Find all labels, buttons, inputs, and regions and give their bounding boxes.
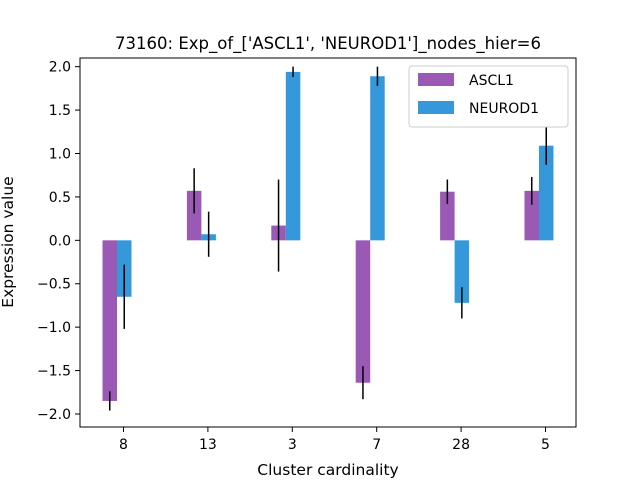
y-tick-label: −1.5 [37, 364, 71, 380]
bar-neurod1-5 [539, 145, 554, 241]
legend-label-ascl1: ASCL1 [469, 73, 514, 89]
bar-ascl1-5 [524, 190, 539, 241]
x-tick-label: 13 [199, 437, 217, 453]
y-tick-label: 1.0 [49, 147, 71, 163]
x-axis: 8 13 3 7 28 5 [119, 427, 550, 453]
x-tick-label: 8 [119, 437, 128, 453]
y-axis-label: Expression value [0, 176, 17, 307]
legend-label-neurod1: NEUROD1 [469, 101, 539, 117]
y-tick-label: 0.0 [49, 233, 71, 249]
x-tick-label: 5 [541, 437, 550, 453]
chart-title: 73160: Exp_of_['ASCL1', 'NEUROD1']_nodes… [115, 34, 541, 54]
y-tick-label: 1.5 [49, 103, 71, 119]
bar-ascl1-8 [102, 240, 117, 401]
bar-ascl1-13 [186, 190, 202, 241]
x-axis-label: Cluster cardinality [257, 461, 398, 479]
legend-swatch-ascl1 [418, 73, 454, 86]
bar-ascl1-28 [440, 191, 455, 241]
y-tick-label: −0.5 [37, 277, 71, 293]
error-bars-layer [109, 66, 547, 411]
y-tick-label: 2.0 [49, 60, 71, 76]
bar-ascl1-7 [355, 240, 371, 383]
bar-neurod1-28 [454, 240, 470, 303]
legend: ASCL1 NEUROD1 [408, 65, 569, 128]
plot-area-frame [79, 57, 577, 428]
legend-swatch-neurod1 [418, 101, 454, 114]
y-axis: −2.0 −1.5 −1.0 −0.5 0.0 0.5 1.0 1.5 2.0 [37, 60, 80, 423]
bar-neurod1-7 [370, 76, 385, 241]
x-tick-label: 28 [452, 437, 470, 453]
x-tick-label: 3 [288, 437, 297, 453]
y-tick-label: −1.0 [37, 320, 71, 336]
y-tick-label: 0.5 [49, 190, 71, 206]
x-tick-label: 7 [372, 437, 381, 453]
bar-neurod1-3 [285, 71, 301, 241]
y-tick-label: −2.0 [37, 407, 71, 423]
